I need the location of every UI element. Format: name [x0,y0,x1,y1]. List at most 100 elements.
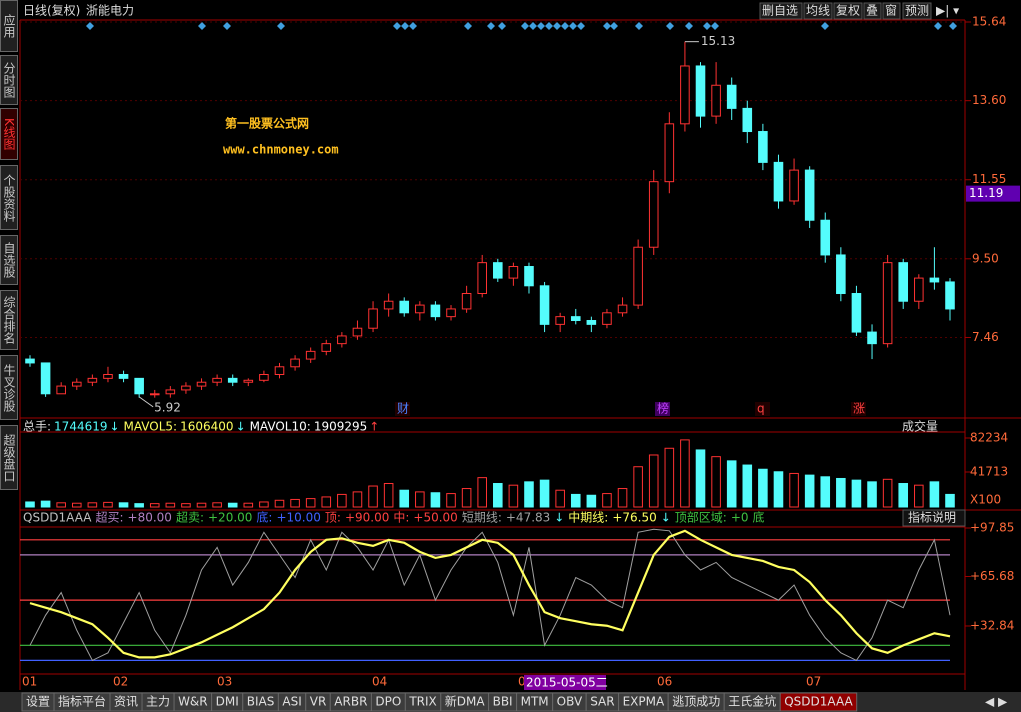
date-label: 01 [22,675,37,689]
bottom-tab: 逃顶成功 [672,695,720,709]
candle-body [40,362,51,395]
signal-diamond [223,22,231,30]
volume-bar [274,499,285,508]
zone-tail: 底 [753,510,765,525]
level-value: +80.00 [128,511,172,525]
signal-diamond [949,22,957,30]
candle-body [914,277,924,302]
indicator-tick-label: +65.68 [970,569,1014,583]
candle-body [305,350,316,360]
bottom-tab-bg[interactable] [779,692,858,712]
volume-bar [804,474,815,508]
indicator-line [29,529,951,659]
left-tab[interactable]: 应用 [0,0,18,52]
volume-bar [25,501,35,508]
volume-bar [149,503,160,508]
toolbar-button: 叠 [866,4,878,18]
button-bg[interactable] [833,2,863,20]
left-tab[interactable]: 综合排名 [0,290,18,350]
candle-body [368,308,378,329]
left-tab[interactable]: 个股资料 [0,165,18,230]
signal-diamond [635,22,643,30]
candle-body [181,385,191,391]
volume-bar [539,479,550,508]
candle-body [680,65,690,125]
volume-bar [212,502,222,508]
volume-bar [570,493,581,508]
volume-bar [726,460,737,508]
date-label: 02 [113,675,128,689]
event-marker-bg [755,402,770,416]
button-bg[interactable] [882,2,901,20]
help-button: 指标说明 [908,510,956,525]
volume-header-name: 总手: [23,420,51,434]
candle-body [570,316,581,322]
button-bg[interactable] [902,2,932,20]
volume-bar [586,494,597,508]
volume-unit: X100 [970,493,1001,507]
bottom-tab: ASI [282,695,301,709]
price-tick-label: 11.55 [972,172,1006,186]
level-name: 超卖: [176,510,204,525]
date-label: 03 [217,675,232,689]
candle-body [633,246,643,306]
candle-body [945,281,955,310]
candle-body [430,304,441,318]
button-bg[interactable] [803,2,833,20]
candle-body [867,331,877,345]
toolbar-button: 均线 [806,4,830,18]
button-bg[interactable] [863,2,882,20]
signal-diamond [821,22,829,30]
volume-header-name: MAVOL5: [124,420,178,434]
left-tab[interactable]: 自选股 [0,235,18,285]
cursor-date: 2015-05-05二 [526,676,608,690]
candle-body [25,358,35,364]
volume-bar [118,502,129,508]
candle-body [337,335,347,345]
left-tab[interactable]: 超级盘口 [0,425,18,490]
volume-bar [945,493,955,508]
signal-diamond [277,22,285,30]
button-bg[interactable] [759,2,803,20]
candle-body [227,377,238,383]
min-pointer [138,396,154,408]
bottom-tab: 资讯 [114,695,138,709]
bottom-tab: 王氏金坑 [728,694,776,709]
signal-diamond [610,22,618,30]
volume-header-name: MAVOL10: [250,420,311,434]
bottom-tab: W&R [178,695,208,709]
series-name: 中期线: [568,510,608,525]
volume-bar [103,501,113,508]
volume-bar [758,468,768,508]
bottom-tab: BIAS [247,695,275,709]
signal-diamond [703,22,711,30]
nav-arrows: ▶| ▾ [936,4,959,18]
left-tab[interactable]: 分时图 [0,55,18,105]
candle-body [836,254,846,295]
candle-body [555,316,565,325]
volume-bar [415,491,425,508]
level-value: +20.00 [208,511,252,525]
bottom-tab: EXPMA [623,695,665,709]
volume-bar [836,477,846,508]
level-name: 底: [256,510,272,525]
candle-body [493,262,503,279]
left-tab[interactable]: K线图 [0,108,18,160]
candle-body [352,327,363,337]
volume-bar [259,501,269,508]
candle-body [851,293,862,333]
scroll-arrows: ◀ ▶ [985,695,1008,709]
help-button-bg[interactable] [902,509,966,527]
volume-header-value: 1909295 [314,420,367,434]
signal-diamond [537,22,545,30]
volume-bar [929,481,940,508]
candle-body [56,385,66,395]
left-tab[interactable]: 牛叉诊股 [0,355,18,420]
candle-body [820,219,831,256]
series-name: 短期线: [462,511,502,525]
candle-body [243,379,254,383]
trend-arrow: ↓ [661,511,671,525]
bottom-tab: 主力 [146,695,170,709]
